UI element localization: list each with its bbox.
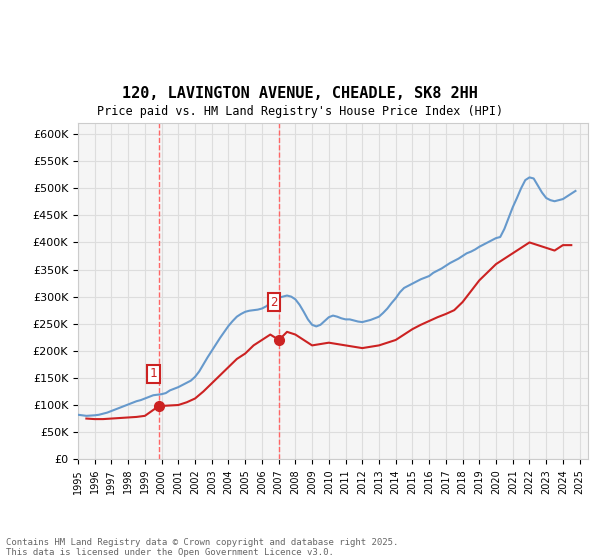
Text: Contains HM Land Registry data © Crown copyright and database right 2025.
This d: Contains HM Land Registry data © Crown c…	[6, 538, 398, 557]
Text: 120, LAVINGTON AVENUE, CHEADLE, SK8 2HH: 120, LAVINGTON AVENUE, CHEADLE, SK8 2HH	[122, 86, 478, 101]
Text: Price paid vs. HM Land Registry's House Price Index (HPI): Price paid vs. HM Land Registry's House …	[97, 105, 503, 118]
Text: 1: 1	[150, 367, 157, 380]
Text: 2: 2	[270, 296, 278, 309]
